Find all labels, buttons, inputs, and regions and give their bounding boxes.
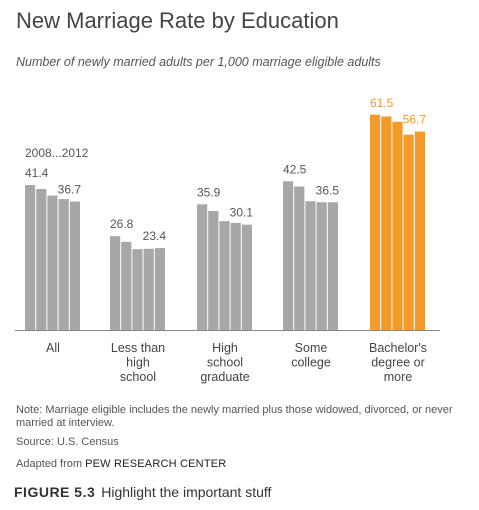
bar-4-2012	[327, 202, 338, 330]
bar-4-2011	[316, 202, 327, 330]
bar-1-2009	[36, 188, 47, 330]
data-label-last: 30.1	[230, 206, 254, 220]
bar-3-2011	[230, 222, 241, 330]
category-label: High school graduate	[200, 341, 249, 384]
bar-2-2011	[143, 248, 154, 330]
bar-4-2008	[283, 181, 294, 330]
bar-5-2011	[403, 134, 414, 330]
adapted-prefix: Adapted from	[16, 458, 83, 470]
bar-3-2009	[208, 211, 219, 330]
category-label: Bachelor's degree or more	[369, 341, 427, 384]
bar-3-2010	[219, 221, 230, 330]
figure-caption: FIGURE 5.3 Highlight the important stuff	[14, 484, 271, 500]
bar-5-2009	[381, 116, 392, 330]
category-label: Less than high school	[111, 341, 165, 384]
data-label-last: 56.7	[403, 113, 427, 127]
bar-3-2012	[241, 224, 252, 330]
bar-1-2011	[58, 199, 69, 330]
data-label-first: 61.5	[370, 96, 394, 110]
bar-1-2008	[25, 185, 36, 330]
brand-name: PEW RESEARCH CENTER	[85, 458, 227, 470]
data-label-first: 41.4	[25, 166, 49, 180]
bar-2-2009	[121, 241, 132, 330]
figure-number: FIGURE 5.3	[14, 484, 96, 500]
figure-caption-text: Highlight the important stuff	[101, 484, 272, 500]
bar-3-2008	[197, 204, 208, 330]
data-label-first: 26.8	[110, 217, 134, 231]
category-label: All	[46, 341, 60, 355]
chart-source: Source: U.S. Census	[16, 436, 119, 448]
bar-4-2009	[294, 186, 305, 330]
chart-subtitle: Number of newly married adults per 1,000…	[16, 55, 381, 69]
data-label-first: 35.9	[197, 185, 221, 199]
bar-5-2012	[414, 131, 425, 330]
chart-title: New Marriage Rate by Education	[16, 8, 339, 33]
bar-2-2012	[154, 248, 165, 330]
data-label-last: 36.7	[58, 183, 82, 197]
data-label-last: 23.4	[143, 229, 167, 243]
adapted-credit: Adapted from PEW RESEARCH CENTER	[16, 458, 226, 471]
bar-chart: 41.4 36.7 All 26.8 23.4 Less than high school 35…	[15, 96, 440, 384]
chart-note: Note: Marriage eligible includes the new…	[16, 404, 453, 429]
year-range-label: 2008...2012	[25, 146, 89, 160]
bar-2-2008	[110, 236, 121, 330]
bar-2-2010	[132, 249, 143, 330]
bar-1-2012	[69, 201, 80, 330]
bar-5-2008	[370, 114, 381, 330]
data-label-first: 42.5	[283, 162, 307, 176]
data-label-last: 36.5	[316, 183, 340, 197]
bar-5-2010	[392, 121, 403, 330]
category-label: Some college	[291, 341, 331, 370]
bar-1-2010	[47, 195, 58, 330]
bar-4-2010	[305, 201, 316, 330]
